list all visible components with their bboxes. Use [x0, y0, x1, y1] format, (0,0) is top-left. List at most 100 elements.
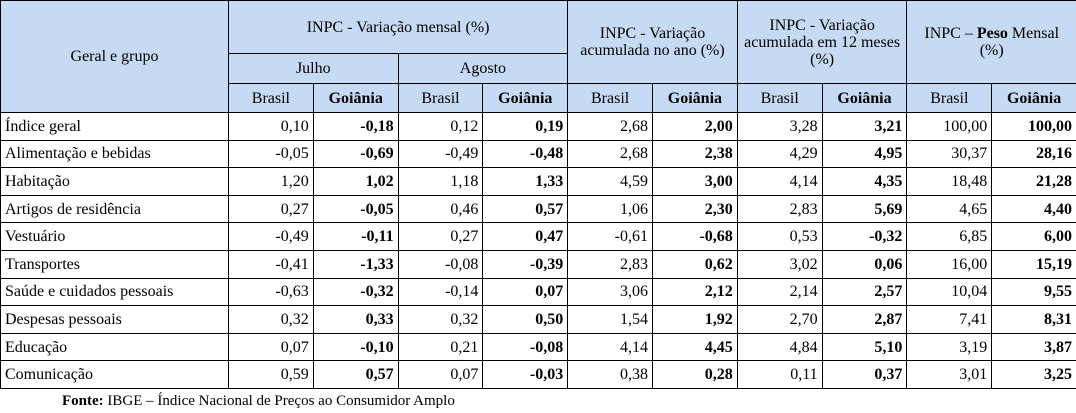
table-row: Índice geral 0,10 -0,18 0,12 0,19 2,68 2,00 3,2… [0, 112, 1076, 141]
cell: -1,33 [312, 249, 399, 279]
cell: 3,00 [652, 167, 738, 196]
row-label: Despesas pessoais [0, 305, 229, 334]
row-label: Educação [0, 332, 229, 362]
column-header: Goiânia [312, 83, 399, 113]
cell: 0,21 [397, 332, 484, 362]
group-header: INPC - Variação acumulada em 12 meses (%… [736, 0, 908, 84]
row-label: Transportes [0, 249, 229, 279]
group-header: INPC – Peso Mensal (%) [906, 0, 1076, 84]
group-header: INPC - Variação mensal (%) [227, 0, 569, 54]
cell: 1,33 [482, 167, 569, 196]
month-header: Agosto [397, 53, 569, 84]
cell: 21,28 [991, 167, 1076, 196]
cell: 1,54 [567, 305, 653, 334]
row-label: Habitação [0, 167, 229, 196]
cell: 1,06 [567, 194, 653, 224]
cell: 2,57 [821, 277, 908, 307]
table-row: Saúde e cuidados pessoais -0,63 -0,32 -0,14… [0, 277, 1076, 307]
cell: 5,69 [821, 194, 908, 224]
cell: 0,46 [397, 194, 484, 224]
cell: 15,19 [991, 249, 1076, 279]
cell: 3,02 [736, 249, 823, 279]
cell: -0,49 [397, 139, 484, 169]
table-row: Educação 0,07 -0,10 0,21 -0,08 4,14 4,45 4,84 5,… [0, 332, 1076, 362]
row-label: Artigos de residência [0, 194, 229, 224]
cell: 1,20 [228, 167, 314, 196]
cell: 1,18 [397, 167, 484, 196]
cell: 3,87 [991, 332, 1076, 362]
row-label: Alimentação e bebidas [0, 139, 229, 169]
cell: -0,05 [312, 194, 399, 224]
cell: 0,19 [482, 112, 569, 141]
cell: 0,10 [228, 112, 314, 141]
cell: 100,00 [906, 112, 993, 141]
cell: 8,31 [991, 305, 1076, 334]
inpc-table: Geral e grupo INPC - Variação mensal (%)… [0, 0, 1076, 389]
cell: -0,41 [228, 249, 314, 279]
cell: 3,06 [567, 277, 653, 307]
column-header: Brasil [397, 83, 484, 113]
cell: 100,00 [991, 112, 1076, 141]
cell: -0,03 [482, 360, 569, 389]
cell: 2,38 [652, 139, 738, 169]
row-label: Saúde e cuidados pessoais [0, 277, 229, 307]
cell: 2,83 [736, 194, 823, 224]
cell: -0,08 [397, 249, 484, 279]
cell: 6,00 [991, 222, 1076, 251]
cell: 0,37 [821, 360, 908, 389]
cell: 0,11 [736, 360, 823, 389]
cell: 2,12 [652, 277, 738, 307]
cell: 1,02 [312, 167, 399, 196]
cell: -0,49 [228, 222, 314, 251]
cell: 6,85 [906, 222, 993, 251]
cell: 0,27 [228, 194, 314, 224]
column-header: Brasil [567, 83, 653, 113]
cell: 4,40 [991, 194, 1076, 224]
cell: 28,16 [991, 139, 1076, 169]
cell: 4,95 [821, 139, 908, 169]
table-row: Despesas pessoais 0,32 0,33 0,32 0,50 1,54 1,9… [0, 305, 1076, 334]
cell: 4,35 [821, 167, 908, 196]
row-label: Vestuário [0, 222, 229, 251]
cell: -0,61 [567, 222, 653, 251]
table-row: Transportes -0,41 -1,33 -0,08 -0,39 2,83 0,62 3… [0, 249, 1076, 279]
cell: 0,53 [736, 222, 823, 251]
cell: 3,19 [906, 332, 993, 362]
table-row: Vestuário -0,49 -0,11 0,27 0,47 -0,61 -0,68 0,5… [0, 222, 1076, 251]
cell: 2,68 [567, 139, 653, 169]
column-header: Brasil [228, 83, 314, 113]
cell: 0,50 [482, 305, 569, 334]
cell: 2,14 [736, 277, 823, 307]
cell: 4,84 [736, 332, 823, 362]
cell: 3,21 [821, 112, 908, 141]
cell: -0,14 [397, 277, 484, 307]
cell: 18,48 [906, 167, 993, 196]
cell: 7,41 [906, 305, 993, 334]
cell: 0,59 [228, 360, 314, 389]
column-header: Goiânia [821, 83, 908, 113]
cell: 0,32 [228, 305, 314, 334]
table-row: Alimentação e bebidas -0,05 -0,69 -0,49 -0,4… [0, 139, 1076, 169]
cell: 0,47 [482, 222, 569, 251]
source-label: Fonte: [62, 392, 104, 409]
cell: 4,29 [736, 139, 823, 169]
cell: 0,33 [312, 305, 399, 334]
cell: 3,28 [736, 112, 823, 141]
cell: 4,14 [736, 167, 823, 196]
cell: 2,00 [652, 112, 738, 141]
cell: -0,68 [652, 222, 738, 251]
cell: 16,00 [906, 249, 993, 279]
month-header: Julho [228, 53, 399, 84]
cell: 1,92 [652, 305, 738, 334]
cell: 0,28 [652, 360, 738, 389]
column-header: Brasil [736, 83, 823, 113]
cell: -0,05 [228, 139, 314, 169]
cell: 2,70 [736, 305, 823, 334]
cell: 0,07 [482, 277, 569, 307]
cell: -0,32 [821, 222, 908, 251]
cell: -0,10 [312, 332, 399, 362]
header-part: Peso [976, 25, 1008, 42]
table-row: Comunicação 0,59 0,57 0,07 -0,03 0,38 0,28 0,11… [0, 360, 1076, 389]
cell: 30,37 [906, 139, 993, 169]
